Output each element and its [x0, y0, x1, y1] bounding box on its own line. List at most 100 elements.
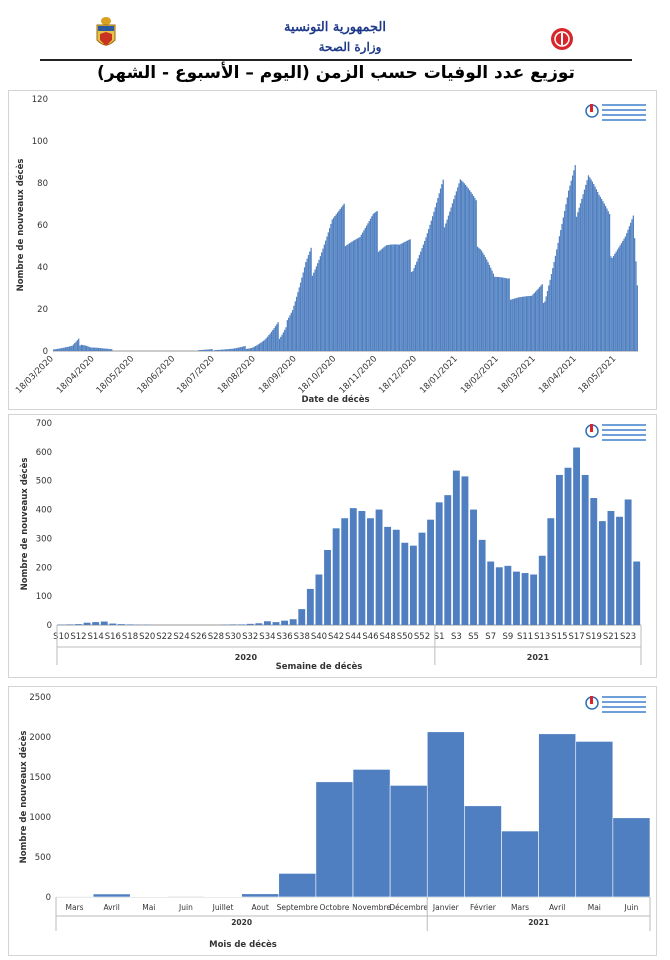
daily-bar [268, 335, 270, 351]
daily-bar [75, 341, 77, 351]
y-tick-label: 2000 [29, 733, 51, 743]
daily-bar [270, 331, 273, 351]
daily-bar [517, 297, 520, 351]
x-tick-label: Mars [66, 903, 84, 912]
daily-bar [401, 243, 403, 351]
daily-bar [608, 213, 611, 351]
daily-bar [369, 218, 372, 351]
logo-text-line [602, 429, 646, 431]
daily-bar [630, 222, 632, 351]
daily-bar [100, 348, 102, 351]
daily-bar [53, 349, 55, 351]
y-tick-label: 80 [37, 179, 48, 189]
weekly-bar [409, 545, 417, 625]
daily-bar [578, 207, 580, 351]
daily-bar [86, 345, 88, 351]
year-group-label: 2021 [528, 918, 549, 927]
weekly-bar [452, 470, 460, 625]
logo-text-line [602, 119, 646, 121]
monthly-bar [55, 896, 94, 898]
daily-bar [310, 247, 312, 351]
daily-bar [462, 181, 464, 351]
x-tick-label: S42 [328, 632, 344, 642]
logo-mark [590, 424, 593, 432]
observatory-logo-icon [585, 696, 646, 713]
weekly-bar [255, 623, 263, 625]
daily-bar [569, 185, 571, 351]
monthly-bar [426, 731, 465, 898]
daily-bar [590, 179, 592, 351]
monthly-bar [352, 769, 391, 898]
daily-bar [260, 342, 262, 351]
y-tick-label: 40 [37, 263, 48, 273]
daily-bar [202, 349, 204, 351]
daily-bar [362, 232, 364, 351]
weekly-bar [324, 549, 331, 625]
weekly-bar [83, 622, 91, 625]
daily-bar [223, 349, 225, 351]
x-tick-label: S38 [294, 632, 310, 642]
x-tick-label: Décembre [389, 903, 428, 912]
x-tick-label: S9 [502, 632, 513, 642]
y-tick-label: 0 [43, 347, 48, 357]
logo-mark [590, 696, 593, 704]
daily-bar [623, 238, 625, 351]
logo-text-line [602, 104, 646, 106]
daily-bar [55, 349, 57, 351]
daily-bar [294, 301, 296, 351]
monthly-bar [278, 873, 317, 898]
daily-bar [564, 210, 566, 351]
daily-bar [326, 236, 328, 351]
daily-bar [509, 299, 512, 351]
x-tick-label: 18/08/2020 [216, 354, 258, 396]
daily-bar [523, 296, 525, 351]
daily-bar [387, 245, 389, 351]
daily-bar [566, 197, 568, 351]
daily-bar [553, 262, 555, 351]
x-tick-label: S18 [122, 632, 138, 642]
logo-text-line [602, 711, 646, 713]
daily-bar [306, 258, 308, 351]
daily-bar [243, 346, 245, 351]
daily-bar [292, 310, 294, 351]
x-tick-label: 18/02/2021 [459, 354, 501, 396]
daily-bar [389, 244, 391, 351]
daily-bar [220, 349, 222, 351]
daily-bar [582, 194, 584, 351]
daily-bar [232, 348, 234, 351]
daily-bar [340, 207, 343, 351]
weekly-deaths-chart-panel: 0 100 200 300 400 500 600 700 Nombre de nouveaux… [8, 414, 657, 678]
x-tick-label: S48 [380, 632, 396, 642]
daily-bar [612, 255, 615, 351]
daily-bar [265, 338, 267, 351]
daily-bar [229, 348, 232, 351]
x-tick-label: S12 [70, 632, 86, 642]
daily-bar [468, 190, 471, 351]
daily-bar [424, 240, 426, 351]
observatory-logo-icon [585, 104, 646, 121]
daily-bar [470, 191, 472, 351]
x-tick-label: Avril [549, 903, 565, 912]
daily-bar [450, 207, 452, 351]
daily-bar [414, 264, 417, 351]
y-tick-label: 700 [36, 419, 52, 429]
daily-bar [62, 347, 64, 351]
daily-bar [611, 257, 613, 351]
daily-bar [475, 200, 477, 351]
daily-bar [635, 261, 637, 351]
daily-bar [622, 240, 624, 351]
x-tick-label: S50 [397, 632, 413, 642]
daily-bar [377, 251, 380, 351]
x-tick-label: S10 [53, 632, 69, 642]
weekly-bar [461, 476, 469, 625]
daily-bar [101, 348, 104, 351]
daily-bar [87, 346, 89, 351]
weekly-bar [349, 508, 357, 625]
daily-bar [531, 295, 533, 351]
daily-bar [610, 256, 612, 351]
x-tick-label: Aout [252, 903, 269, 912]
daily-bar [348, 243, 351, 351]
weekly-bar [384, 526, 392, 625]
daily-bar [534, 291, 537, 351]
daily-bar [447, 215, 450, 351]
